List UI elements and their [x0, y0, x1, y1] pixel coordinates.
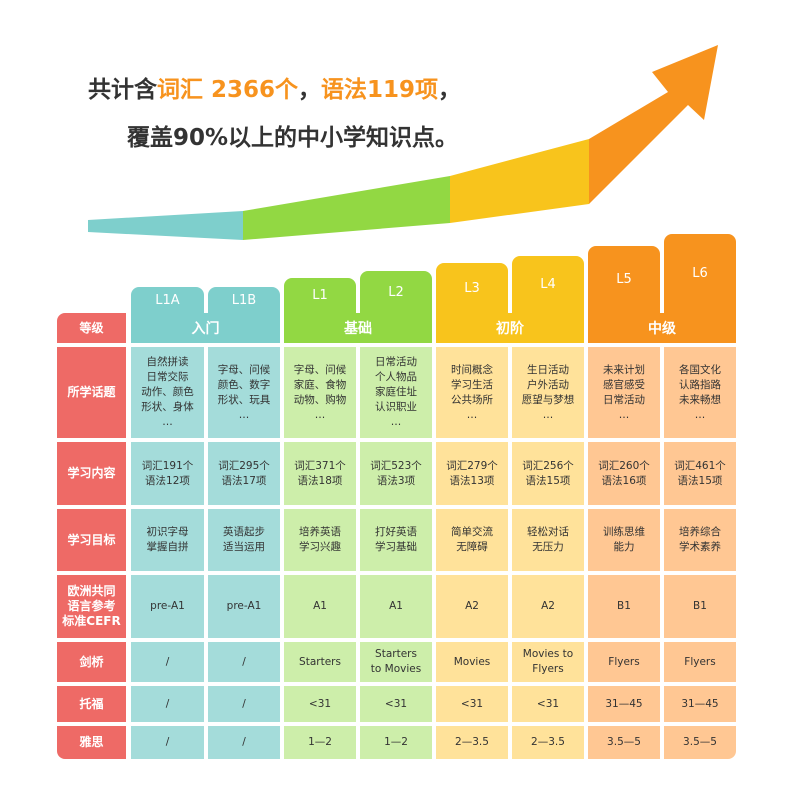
- headline: 共计含词汇 2366个，语法119项，: [88, 70, 461, 104]
- corner-label-level: 等级: [57, 313, 126, 343]
- cell-goals-l4: 轻松对话 无压力: [512, 509, 584, 571]
- cell-cefr-l1a: pre-A1: [131, 575, 204, 638]
- headline-prefix: 共计含: [88, 77, 157, 103]
- cell-ielts-l5: 3.5—5: [588, 726, 660, 759]
- cell-cefr-l6: B1: [664, 575, 736, 638]
- cell-cambridge-l3: Movies: [436, 642, 508, 682]
- group-elementary: 初阶: [436, 313, 584, 343]
- cell-goals-l2: 打好英语 学习基础: [360, 509, 432, 571]
- cell-ielts-l2: 1—2: [360, 726, 432, 759]
- cell-content-l4: 词汇256个 语法15项: [512, 442, 584, 505]
- level-tab-l1a: L1A: [131, 287, 204, 313]
- cell-content-l1: 词汇371个 语法18项: [284, 442, 356, 505]
- cell-toefl-l5: 31—45: [588, 686, 660, 722]
- cell-content-l3: 词汇279个 语法13项: [436, 442, 508, 505]
- cell-toefl-l1: <31: [284, 686, 356, 722]
- cell-topics-l3: 时间概念 学习生活 公共场所 …: [436, 347, 508, 438]
- row-label-cefr: 欧洲共同 语言参考 标准CEFR: [57, 575, 126, 638]
- cell-toefl-l6: 31—45: [664, 686, 736, 722]
- group-intermediate: 中级: [588, 313, 736, 343]
- cell-toefl-l1a: /: [131, 686, 204, 722]
- cell-content-l5: 词汇260个 语法16项: [588, 442, 660, 505]
- level-tab-l1b: L1B: [208, 287, 280, 313]
- cell-ielts-l6: 3.5—5: [664, 726, 736, 759]
- cell-content-l1a: 词汇191个 语法12项: [131, 442, 204, 505]
- headline-vocab: 词汇 2366个: [157, 77, 299, 103]
- cell-ielts-l1a: /: [131, 726, 204, 759]
- level-tab-l2: L2: [360, 271, 432, 313]
- row-label-topics: 所学话题: [57, 347, 126, 438]
- cell-goals-l1a: 初识字母 掌握自拼: [131, 509, 204, 571]
- cell-goals-l5: 训练思维 能力: [588, 509, 660, 571]
- level-tab-l1: L1: [284, 278, 356, 313]
- level-tab-l3: L3: [436, 263, 508, 313]
- cell-goals-l1: 培养英语 学习兴趣: [284, 509, 356, 571]
- level-tab-l5: L5: [588, 246, 660, 313]
- cell-topics-l5: 未来计划 感官感受 日常活动 …: [588, 347, 660, 438]
- cell-cambridge-l5: Flyers: [588, 642, 660, 682]
- cell-cambridge-l2: Starters to Movies: [360, 642, 432, 682]
- cell-cambridge-l1: Starters: [284, 642, 356, 682]
- cell-toefl-l2: <31: [360, 686, 432, 722]
- cell-goals-l3: 简单交流 无障碍: [436, 509, 508, 571]
- headline-sep: ，: [298, 77, 322, 103]
- cell-goals-l6: 培养综合 学术素养: [664, 509, 736, 571]
- row-label-cambridge: 剑桥: [57, 642, 126, 682]
- row-label-content: 学习内容: [57, 442, 126, 505]
- cell-ielts-l1: 1—2: [284, 726, 356, 759]
- cell-toefl-l1b: /: [208, 686, 280, 722]
- cell-cambridge-l1b: /: [208, 642, 280, 682]
- subline: 覆盖90%以上的中小学知识点。: [127, 125, 459, 151]
- cell-content-l6: 词汇461个 语法15项: [664, 442, 736, 505]
- arrow-segment-intro: [88, 211, 243, 240]
- row-label-goals: 学习目标: [57, 509, 126, 571]
- headline-grammar: 语法119项: [321, 77, 439, 103]
- arrow-segment-intermediate: [589, 45, 718, 204]
- cell-topics-l1b: 字母、问候 颜色、数字 形状、玩具 …: [208, 347, 280, 438]
- cell-topics-l2: 日常活动 个人物品 家庭住址 认识职业 …: [360, 347, 432, 438]
- cell-topics-l6: 各国文化 认路指路 未来畅想 …: [664, 347, 736, 438]
- cell-topics-l1a: 自然拼读 日常交际 动作、颜色 形状、身体 …: [131, 347, 204, 438]
- level-tab-l6: L6: [664, 234, 736, 313]
- cell-cefr-l1: A1: [284, 575, 356, 638]
- cell-content-l1b: 词汇295个 语法17项: [208, 442, 280, 505]
- growth-arrow: [88, 45, 718, 240]
- cell-goals-l1b: 英语起步 适当运用: [208, 509, 280, 571]
- cell-cefr-l4: A2: [512, 575, 584, 638]
- cell-ielts-l4: 2—3.5: [512, 726, 584, 759]
- group-basic: 基础: [284, 313, 432, 343]
- cell-toefl-l3: <31: [436, 686, 508, 722]
- cell-content-l2: 词汇523个 语法3项: [360, 442, 432, 505]
- arrow-segment-elementary: [450, 139, 589, 223]
- row-label-ielts: 雅思: [57, 726, 126, 759]
- group-intro: 入门: [131, 313, 280, 343]
- cell-cefr-l1b: pre-A1: [208, 575, 280, 638]
- row-label-toefl: 托福: [57, 686, 126, 722]
- cell-cefr-l3: A2: [436, 575, 508, 638]
- cell-cambridge-l1a: /: [131, 642, 204, 682]
- cell-ielts-l3: 2—3.5: [436, 726, 508, 759]
- arrow-segment-basic: [243, 176, 450, 240]
- cell-topics-l4: 生日活动 户外活动 愿望与梦想 …: [512, 347, 584, 438]
- cell-topics-l1: 字母、问候 家庭、食物 动物、购物 …: [284, 347, 356, 438]
- level-tab-l4: L4: [512, 256, 584, 313]
- cell-cambridge-l6: Flyers: [664, 642, 736, 682]
- cell-cambridge-l4: Movies to Flyers: [512, 642, 584, 682]
- cell-ielts-l1b: /: [208, 726, 280, 759]
- cell-toefl-l4: <31: [512, 686, 584, 722]
- headline-suffix: ，: [438, 77, 462, 103]
- cell-cefr-l5: B1: [588, 575, 660, 638]
- cell-cefr-l2: A1: [360, 575, 432, 638]
